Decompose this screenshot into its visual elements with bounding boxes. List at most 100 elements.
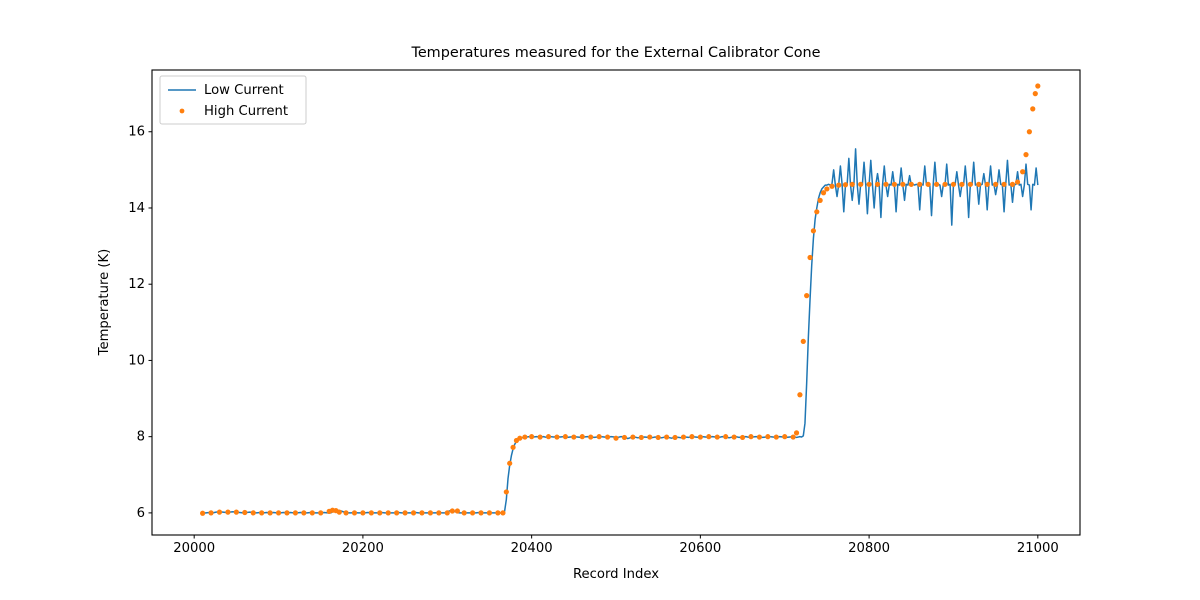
data-point bbox=[537, 434, 543, 440]
data-point bbox=[461, 510, 467, 516]
data-point bbox=[1009, 181, 1016, 187]
data-point bbox=[377, 510, 383, 516]
data-point bbox=[814, 209, 820, 215]
data-point bbox=[436, 510, 442, 516]
data-point bbox=[1023, 152, 1029, 158]
data-point bbox=[731, 434, 737, 440]
data-point bbox=[449, 508, 455, 514]
data-point bbox=[522, 434, 528, 440]
data-point bbox=[588, 434, 594, 440]
data-point bbox=[517, 435, 523, 441]
data-point bbox=[950, 181, 957, 187]
data-point bbox=[959, 181, 965, 187]
data-point bbox=[250, 510, 256, 516]
data-point bbox=[284, 510, 290, 516]
data-point bbox=[842, 182, 849, 188]
data-point bbox=[1035, 83, 1041, 89]
data-point bbox=[604, 434, 611, 440]
data-point bbox=[1032, 91, 1038, 97]
legend-label-high-current: High Current bbox=[204, 104, 288, 119]
data-point bbox=[782, 434, 788, 440]
data-point bbox=[402, 510, 408, 516]
data-point bbox=[891, 181, 898, 187]
data-point bbox=[200, 510, 206, 516]
data-point bbox=[267, 510, 273, 516]
y-tick-label: 10 bbox=[128, 353, 145, 368]
data-point bbox=[820, 190, 827, 196]
data-point bbox=[858, 181, 864, 187]
x-tick-label: 20200 bbox=[342, 541, 384, 556]
data-point bbox=[545, 434, 552, 440]
data-point bbox=[529, 434, 535, 440]
y-tick-label: 8 bbox=[137, 430, 145, 445]
axes-background bbox=[152, 70, 1080, 535]
data-point bbox=[385, 510, 391, 516]
data-point bbox=[925, 181, 931, 187]
data-point bbox=[454, 508, 460, 514]
y-tick-label: 16 bbox=[128, 125, 145, 140]
y-tick-label: 12 bbox=[128, 277, 145, 292]
data-point bbox=[723, 434, 729, 440]
data-point bbox=[486, 510, 493, 516]
data-point bbox=[562, 434, 568, 440]
data-point bbox=[208, 510, 214, 516]
x-tick-label: 20000 bbox=[173, 541, 215, 556]
data-point bbox=[351, 510, 358, 516]
data-series-layer bbox=[200, 83, 1041, 516]
data-point bbox=[993, 181, 999, 187]
x-tick-label: 21000 bbox=[1017, 541, 1059, 556]
data-point bbox=[216, 509, 223, 515]
data-point bbox=[800, 338, 806, 344]
data-point bbox=[507, 460, 513, 466]
data-point bbox=[824, 186, 830, 192]
data-point bbox=[976, 181, 982, 187]
legend-label-low-current: Low Current bbox=[204, 83, 284, 98]
data-point bbox=[571, 434, 577, 440]
data-point bbox=[478, 510, 484, 516]
data-point bbox=[410, 510, 417, 516]
x-axis-label: Record Index bbox=[573, 567, 659, 582]
data-point bbox=[360, 510, 366, 516]
data-point bbox=[225, 509, 231, 515]
data-point bbox=[793, 430, 800, 436]
data-point bbox=[368, 510, 374, 516]
data-point bbox=[621, 434, 628, 441]
axes-spines bbox=[151, 69, 1081, 536]
data-point bbox=[739, 434, 746, 441]
data-point bbox=[917, 181, 923, 187]
data-point bbox=[1026, 129, 1032, 135]
data-point bbox=[866, 181, 872, 187]
data-point bbox=[756, 434, 763, 440]
y-tick-label: 14 bbox=[128, 201, 145, 216]
data-point bbox=[797, 392, 803, 398]
x-axis-ticks: 20000 20200 20400 20600 20800 21000 bbox=[173, 535, 1059, 556]
data-point bbox=[829, 183, 835, 189]
data-point bbox=[1020, 169, 1026, 175]
chart-legend: Low Current High Current bbox=[159, 75, 307, 125]
y-axis-ticks: 6 8 10 12 14 16 bbox=[128, 125, 152, 521]
data-point bbox=[259, 510, 265, 516]
data-point bbox=[554, 434, 560, 440]
data-point bbox=[242, 509, 248, 516]
data-point bbox=[817, 197, 823, 203]
x-tick-label: 20400 bbox=[511, 541, 553, 556]
data-point bbox=[810, 228, 817, 234]
data-point bbox=[790, 434, 796, 440]
data-point bbox=[336, 509, 342, 515]
y-tick-label: 6 bbox=[137, 506, 145, 521]
data-point bbox=[500, 510, 506, 516]
data-point bbox=[318, 510, 324, 516]
chart-title: Temperatures measured for the External C… bbox=[410, 45, 820, 61]
data-point bbox=[748, 434, 754, 440]
data-point bbox=[933, 181, 940, 187]
data-point bbox=[664, 434, 670, 440]
data-point bbox=[419, 510, 425, 516]
data-point bbox=[836, 182, 842, 188]
data-point bbox=[883, 181, 889, 187]
data-point bbox=[343, 510, 349, 516]
data-point bbox=[495, 510, 501, 516]
data-point bbox=[706, 434, 712, 440]
data-point bbox=[874, 181, 881, 187]
data-point bbox=[647, 434, 653, 440]
data-point bbox=[1030, 106, 1036, 112]
